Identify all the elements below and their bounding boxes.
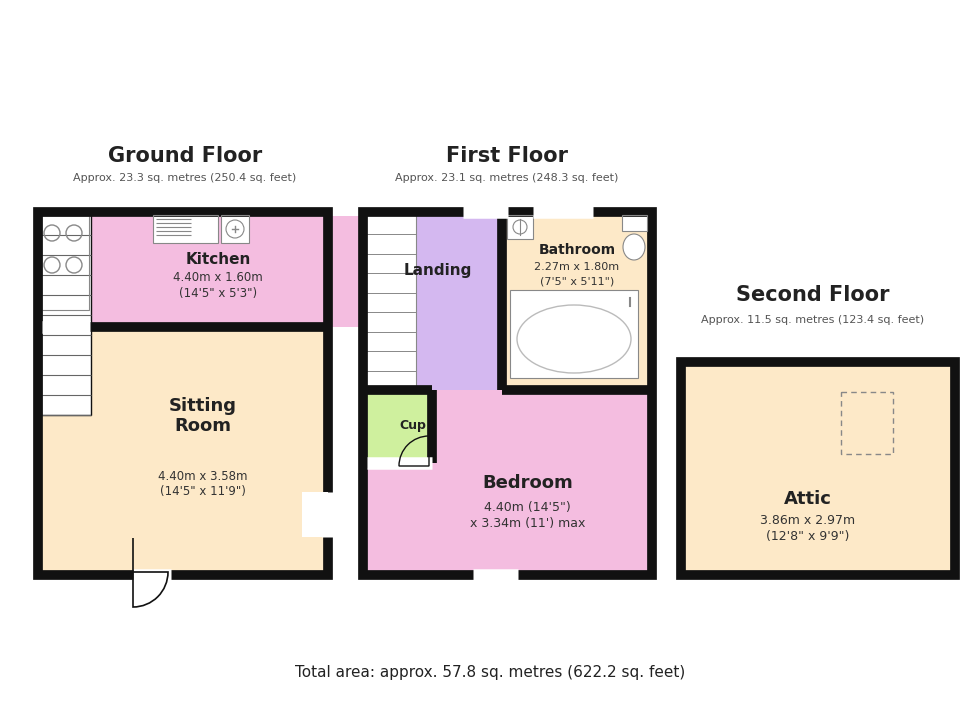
Bar	[41, 215, 91, 415]
Text: 4.40m x 1.60m: 4.40m x 1.60m	[173, 271, 263, 284]
Bar	[363, 390, 432, 463]
Text: Kitchen: Kitchen	[185, 252, 251, 267]
Text: Ground Floor: Ground Floor	[108, 146, 262, 166]
Text: Cup: Cup	[400, 419, 426, 431]
Bar	[41, 215, 91, 415]
Text: Landing: Landing	[404, 263, 471, 278]
Text: Bedroom: Bedroom	[482, 473, 573, 491]
Bar	[841, 392, 893, 454]
Bar	[363, 212, 652, 575]
Bar	[507, 215, 533, 239]
Bar	[41, 215, 89, 310]
Text: Bathroom: Bathroom	[538, 243, 615, 257]
Bar	[507, 215, 533, 239]
Bar	[41, 215, 89, 310]
Bar	[684, 365, 952, 572]
Bar	[153, 215, 218, 243]
Text: Sitting
Room: Sitting Room	[169, 397, 237, 436]
Bar	[432, 390, 652, 575]
Text: First Floor: First Floor	[446, 146, 568, 166]
Text: 2.27m x 1.80m: 2.27m x 1.80m	[534, 262, 619, 272]
Text: Attic: Attic	[784, 490, 832, 508]
Ellipse shape	[623, 234, 645, 260]
Text: Approx. 23.3 sq. metres (250.4 sq. feet): Approx. 23.3 sq. metres (250.4 sq. feet)	[74, 173, 297, 183]
Bar	[363, 212, 502, 390]
Bar	[366, 215, 416, 390]
Text: 4.40m (14'5"): 4.40m (14'5")	[484, 501, 571, 514]
Bar	[502, 212, 652, 390]
Bar	[221, 215, 249, 243]
Text: Approx. 11.5 sq. metres (123.4 sq. feet): Approx. 11.5 sq. metres (123.4 sq. feet)	[702, 315, 924, 325]
Text: 3.86m x 2.97m: 3.86m x 2.97m	[760, 514, 856, 527]
Bar	[366, 215, 416, 390]
Bar	[38, 212, 328, 575]
Bar	[681, 362, 955, 575]
Bar	[510, 290, 638, 378]
Text: (7'5" x 5'11"): (7'5" x 5'11")	[540, 276, 614, 286]
Bar	[622, 215, 647, 231]
Text: (14'5" x 5'3"): (14'5" x 5'3")	[179, 287, 257, 300]
Text: (14'5" x 11'9"): (14'5" x 11'9")	[160, 486, 246, 498]
Bar	[38, 327, 328, 575]
Bar	[302, 492, 328, 537]
Text: x 3.34m (11') max: x 3.34m (11') max	[469, 517, 585, 530]
Text: 4.40m x 3.58m: 4.40m x 3.58m	[158, 469, 248, 483]
Text: (12'8" x 9'9"): (12'8" x 9'9")	[766, 530, 850, 543]
Bar	[88, 216, 374, 327]
Bar	[363, 463, 432, 575]
Bar	[622, 215, 647, 231]
Text: Approx. 23.1 sq. metres (248.3 sq. feet): Approx. 23.1 sq. metres (248.3 sq. feet)	[395, 173, 618, 183]
Bar	[153, 215, 218, 243]
Bar	[221, 215, 249, 243]
Text: Second Floor: Second Floor	[736, 285, 890, 305]
Bar	[510, 290, 638, 378]
Text: Total area: approx. 57.8 sq. metres (622.2 sq. feet): Total area: approx. 57.8 sq. metres (622…	[295, 664, 685, 679]
